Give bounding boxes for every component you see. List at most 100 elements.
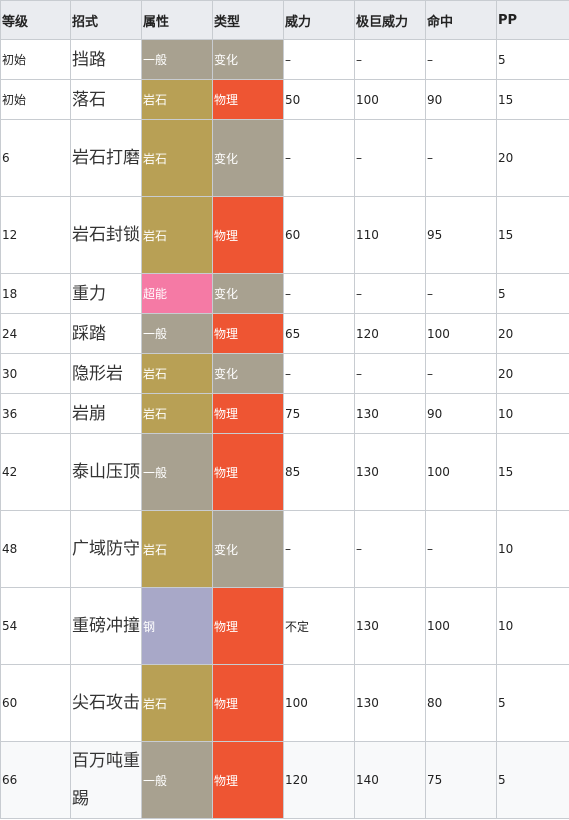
table-row: 60 尖石攻击 岩石 物理 100 130 80 5	[0, 664, 569, 742]
move-name-link[interactable]: 挡路	[70, 39, 142, 80]
max-power-cell: 130	[354, 433, 426, 511]
type-badge[interactable]: 一般	[141, 741, 213, 819]
category-badge[interactable]: 物理	[212, 664, 284, 742]
move-name-link[interactable]: 落石	[70, 79, 142, 120]
type-badge[interactable]: 岩石	[141, 664, 213, 742]
move-name-link[interactable]: 重磅冲撞	[70, 587, 142, 665]
header-max-power[interactable]: 极巨威力	[354, 0, 426, 40]
accuracy-cell: 95	[425, 196, 497, 274]
max-power-cell: 140	[354, 741, 426, 819]
power-cell: –	[283, 510, 355, 588]
level-cell: 48	[0, 510, 71, 588]
level-cell: 初始	[0, 79, 71, 120]
max-power-cell: –	[354, 273, 426, 314]
category-badge[interactable]: 物理	[212, 393, 284, 434]
category-badge[interactable]: 变化	[212, 510, 284, 588]
header-category[interactable]: 类型	[212, 0, 284, 40]
level-cell: 54	[0, 587, 71, 665]
accuracy-cell: –	[425, 39, 497, 80]
category-badge[interactable]: 变化	[212, 119, 284, 197]
max-power-cell: 110	[354, 196, 426, 274]
table-row: 初始 落石 岩石 物理 50 100 90 15	[0, 79, 569, 120]
level-cell: 30	[0, 353, 71, 394]
category-badge[interactable]: 物理	[212, 313, 284, 354]
move-name-link[interactable]: 隐形岩	[70, 353, 142, 394]
move-name-link[interactable]: 岩石封锁	[70, 196, 142, 274]
accuracy-cell: 80	[425, 664, 497, 742]
move-name-link[interactable]: 重力	[70, 273, 142, 314]
type-badge[interactable]: 岩石	[141, 393, 213, 434]
move-name-link[interactable]: 广域防守	[70, 510, 142, 588]
type-badge[interactable]: 岩石	[141, 510, 213, 588]
table-row: 30 隐形岩 岩石 变化 – – – 20	[0, 353, 569, 394]
table-row: 36 岩崩 岩石 物理 75 130 90 10	[0, 393, 569, 434]
max-power-cell: 100	[354, 79, 426, 120]
accuracy-cell: 90	[425, 79, 497, 120]
header-power[interactable]: 威力	[283, 0, 355, 40]
table-row: 24 踩踏 一般 物理 65 120 100 20	[0, 313, 569, 354]
pp-cell: 10	[496, 510, 569, 588]
category-badge[interactable]: 变化	[212, 353, 284, 394]
type-badge[interactable]: 岩石	[141, 196, 213, 274]
power-cell: 75	[283, 393, 355, 434]
pp-cell: 5	[496, 39, 569, 80]
category-badge[interactable]: 物理	[212, 196, 284, 274]
move-name-link[interactable]: 泰山压顶	[70, 433, 142, 511]
type-badge[interactable]: 一般	[141, 433, 213, 511]
header-row: 等级 招式 属性 类型 威力 极巨威力 命中 PP	[0, 0, 569, 40]
max-power-cell: 130	[354, 393, 426, 434]
pp-cell: 15	[496, 433, 569, 511]
power-cell: 不定	[283, 587, 355, 665]
type-badge[interactable]: 岩石	[141, 79, 213, 120]
table-row: 54 重磅冲撞 钢 物理 不定 130 100 10	[0, 587, 569, 665]
power-cell: 50	[283, 79, 355, 120]
move-name-link[interactable]: 尖石攻击	[70, 664, 142, 742]
header-move[interactable]: 招式	[70, 0, 142, 40]
table-row: 18 重力 超能 变化 – – – 5	[0, 273, 569, 314]
header-type[interactable]: 属性	[141, 0, 213, 40]
type-badge[interactable]: 岩石	[141, 119, 213, 197]
max-power-cell: 130	[354, 664, 426, 742]
type-badge[interactable]: 超能	[141, 273, 213, 314]
category-badge[interactable]: 变化	[212, 39, 284, 80]
power-cell: –	[283, 353, 355, 394]
pp-cell: 20	[496, 353, 569, 394]
move-name-link[interactable]: 岩石打磨	[70, 119, 142, 197]
table-row: 66 百万吨重踢 一般 物理 120 140 75 5	[0, 741, 569, 819]
accuracy-cell: 100	[425, 313, 497, 354]
level-cell: 60	[0, 664, 71, 742]
move-name-link[interactable]: 岩崩	[70, 393, 142, 434]
move-name-link[interactable]: 踩踏	[70, 313, 142, 354]
type-badge[interactable]: 一般	[141, 39, 213, 80]
type-badge[interactable]: 岩石	[141, 353, 213, 394]
pp-cell: 10	[496, 393, 569, 434]
pp-cell: 10	[496, 587, 569, 665]
category-badge[interactable]: 物理	[212, 741, 284, 819]
header-pp[interactable]: PP	[496, 0, 569, 40]
power-cell: –	[283, 119, 355, 197]
move-name-link[interactable]: 百万吨重踢	[70, 741, 142, 819]
power-cell: 85	[283, 433, 355, 511]
table-body: 初始 挡路 一般 变化 – – – 5 初始 落石 岩石 物理 50 100 9…	[0, 39, 569, 819]
accuracy-cell: –	[425, 119, 497, 197]
header-level[interactable]: 等级	[0, 0, 71, 40]
level-cell: 初始	[0, 39, 71, 80]
power-cell: 60	[283, 196, 355, 274]
category-badge[interactable]: 物理	[212, 433, 284, 511]
category-badge[interactable]: 物理	[212, 79, 284, 120]
max-power-cell: –	[354, 119, 426, 197]
accuracy-cell: –	[425, 273, 497, 314]
max-power-cell: –	[354, 353, 426, 394]
header-accuracy[interactable]: 命中	[425, 0, 497, 40]
power-cell: –	[283, 39, 355, 80]
type-badge[interactable]: 一般	[141, 313, 213, 354]
accuracy-cell: 100	[425, 587, 497, 665]
type-badge[interactable]: 钢	[141, 587, 213, 665]
pp-cell: 5	[496, 273, 569, 314]
category-badge[interactable]: 变化	[212, 273, 284, 314]
table-row: 42 泰山压顶 一般 物理 85 130 100 15	[0, 433, 569, 511]
level-cell: 42	[0, 433, 71, 511]
category-badge[interactable]: 物理	[212, 587, 284, 665]
power-cell: –	[283, 273, 355, 314]
